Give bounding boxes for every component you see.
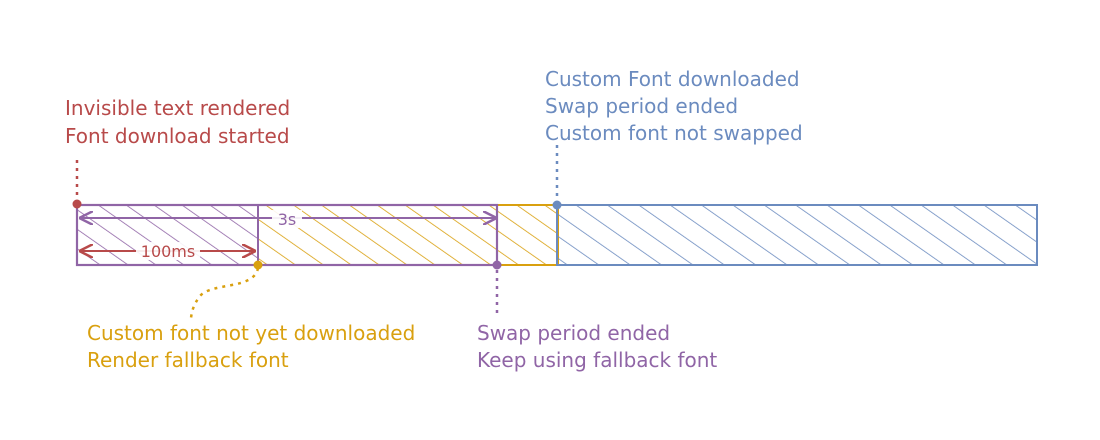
- swap-end-marker-dot: [492, 260, 502, 270]
- swap-period-label: 3s: [278, 210, 297, 229]
- downloaded-annotation-line-2: Swap period ended: [545, 94, 738, 118]
- fallback-marker-connector: [189, 267, 260, 319]
- downloaded-annotation-line-1: Custom Font downloaded: [545, 67, 800, 91]
- downloaded-annotation-line-3: Custom font not swapped: [545, 121, 803, 145]
- swap-end-annotation-line-2: Keep using fallback font: [477, 348, 717, 372]
- swap-window-purple-outline: [75, 203, 499, 267]
- swap-end-annotation-line-1: Swap period ended: [477, 321, 670, 345]
- block-period-label-bg: [136, 242, 200, 260]
- start-annotation: Invisible text rendered Font download st…: [65, 96, 290, 148]
- start-marker-dot: [72, 199, 82, 209]
- custom-font-blue-segment: [556, 204, 1038, 266]
- fallback-annotation-line-2: Render fallback font: [87, 348, 289, 372]
- start-annotation-line-1: Invisible text rendered: [65, 96, 290, 120]
- swap-period-label-bg: [272, 210, 302, 228]
- fallback-annotation: Custom font not yet downloaded Render fa…: [87, 321, 415, 372]
- downloaded-marker-dot: [552, 200, 562, 210]
- fallback-marker-dot: [253, 260, 263, 270]
- swap-end-annotation: Swap period ended Keep using fallback fo…: [477, 321, 717, 372]
- fallback-annotation-line-1: Custom font not yet downloaded: [87, 321, 415, 345]
- start-annotation-line-2: Font download started: [65, 124, 290, 148]
- downloaded-annotation: Custom Font downloaded Swap period ended…: [545, 67, 803, 145]
- block-period-label: 100ms: [141, 242, 195, 261]
- swap-period-orange-segment: [257, 204, 559, 266]
